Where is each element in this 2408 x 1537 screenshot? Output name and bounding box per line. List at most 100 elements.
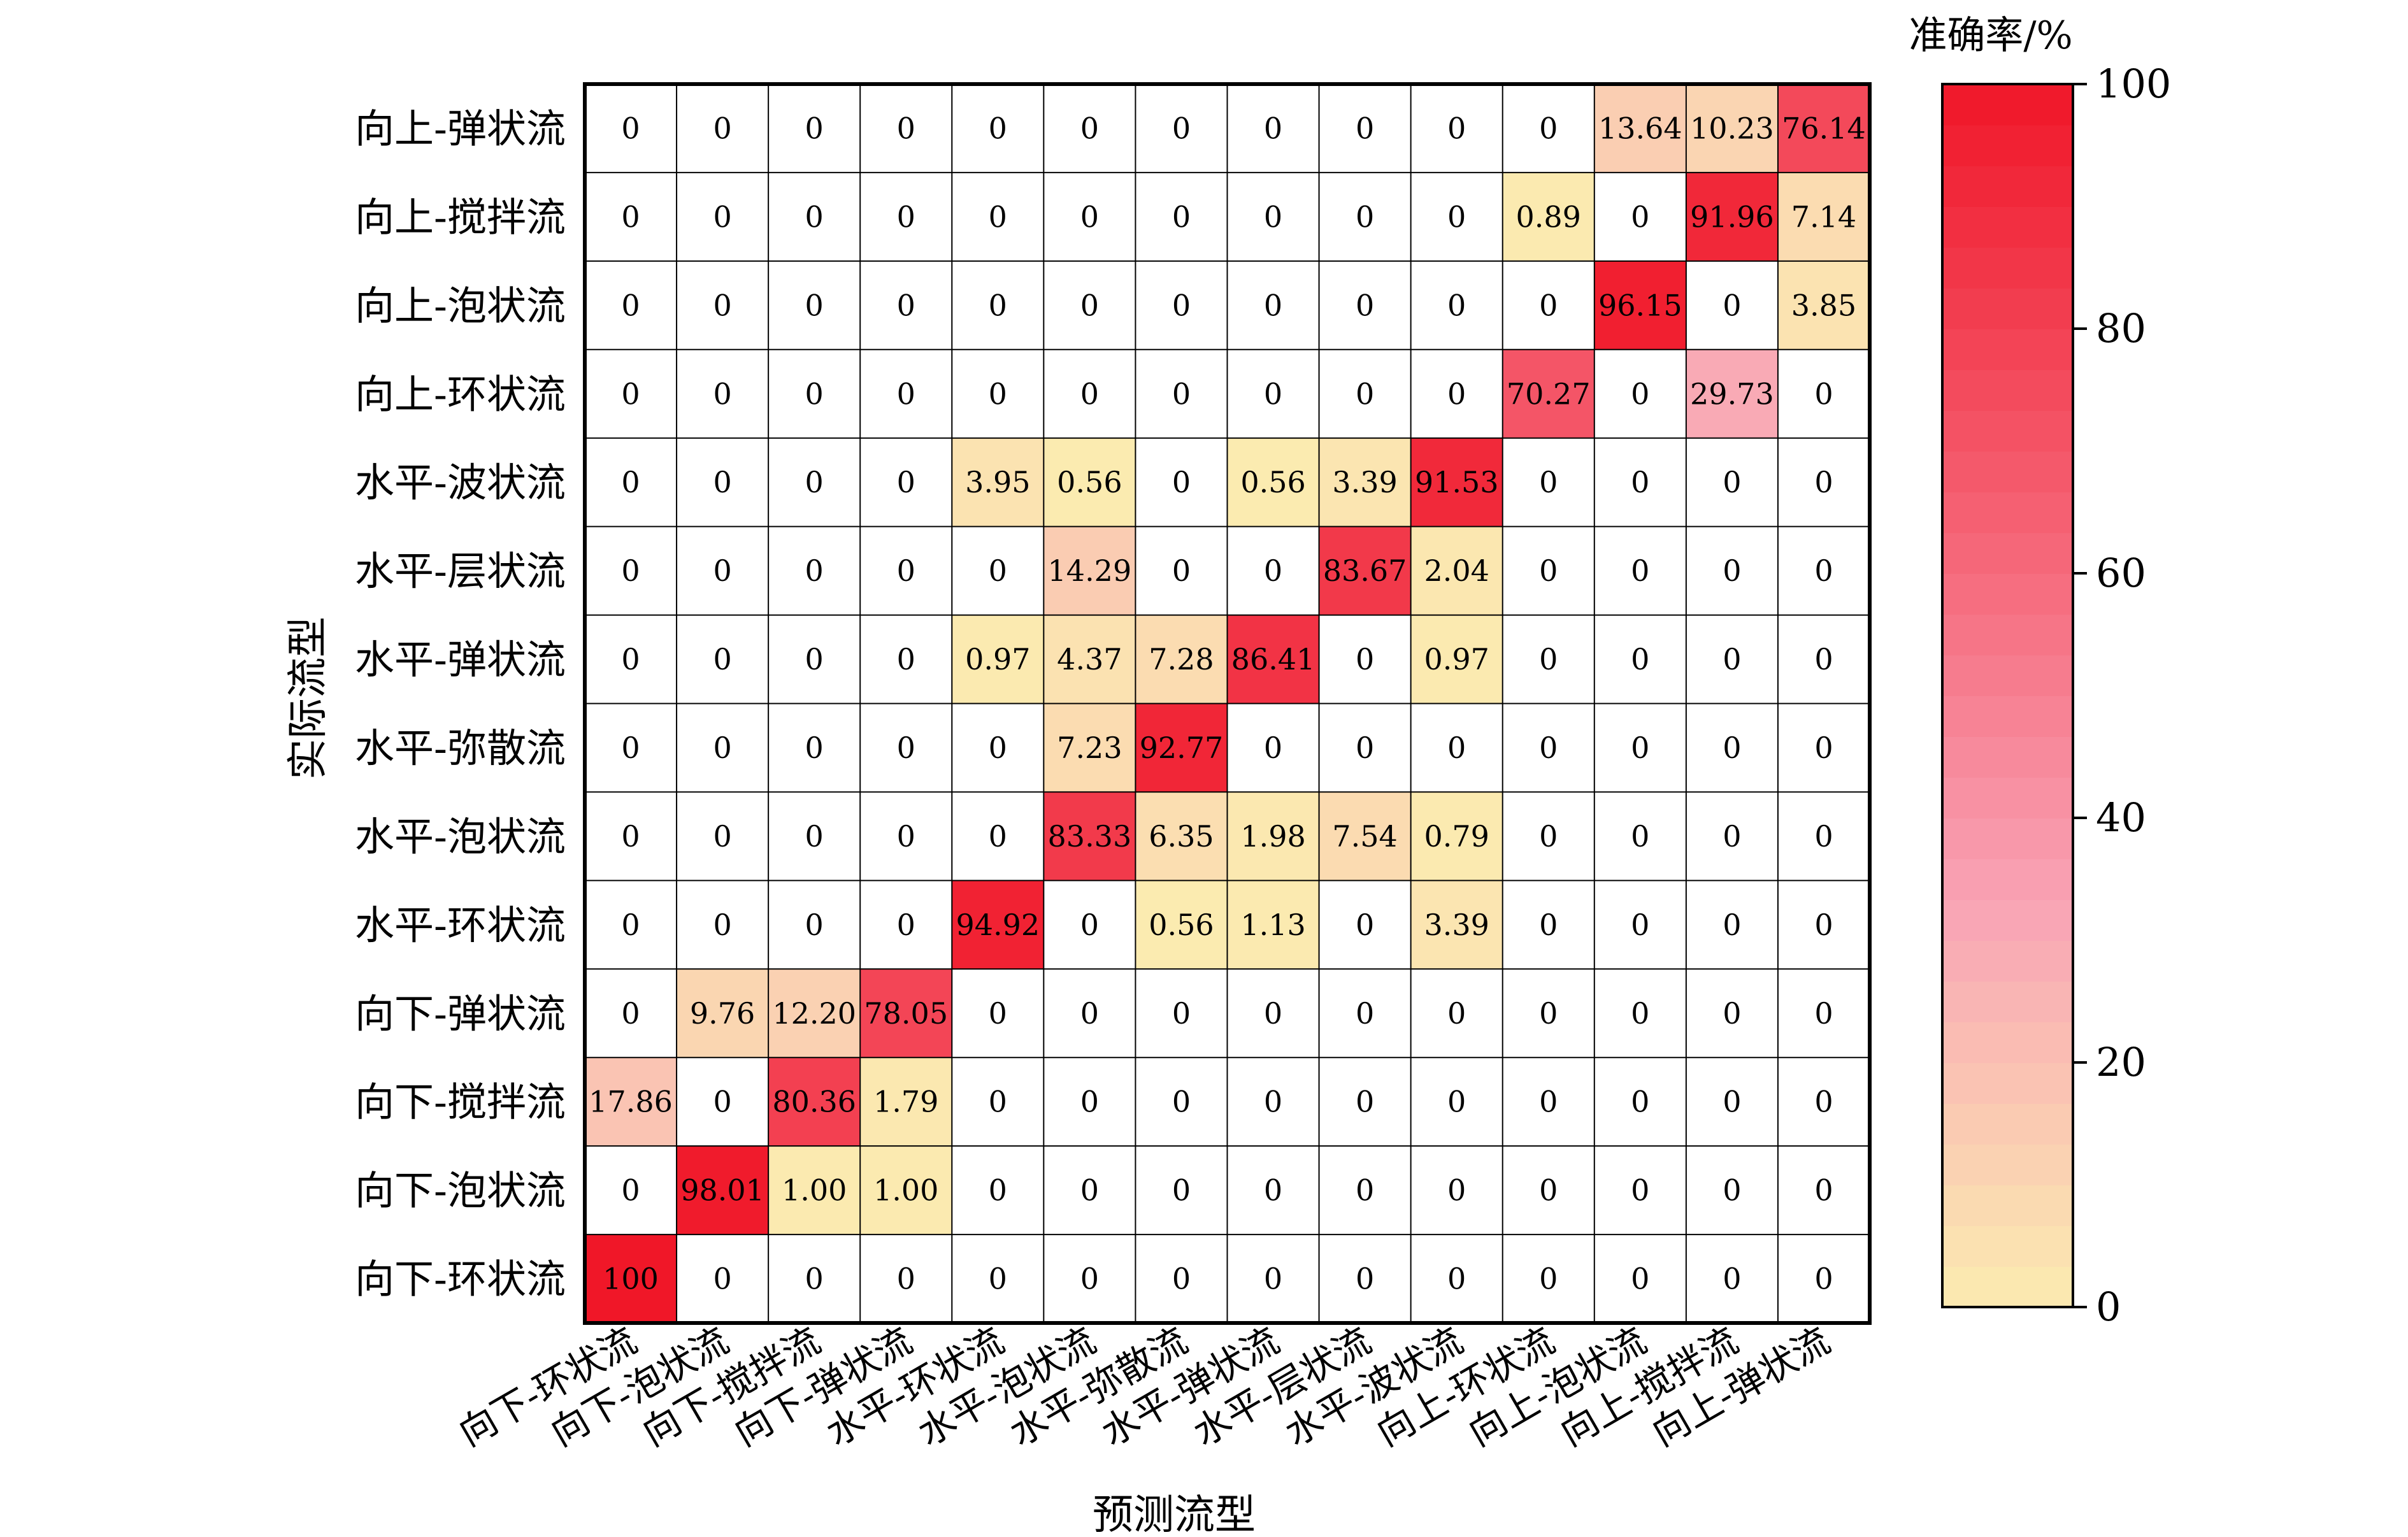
cell-value-label: 0 [1447, 199, 1466, 234]
heatmap-cell [1777, 172, 1870, 261]
heatmap-cell [952, 1146, 1044, 1235]
cell-value-label: 0 [1539, 996, 1558, 1031]
cell-value-label: 0 [1814, 996, 1833, 1031]
cell-value-label: 0 [621, 1173, 640, 1208]
heatmap-cell [1686, 703, 1778, 792]
heatmap-cell [768, 1057, 861, 1147]
heatmap-cell [1319, 172, 1411, 261]
heatmap-cell [1594, 615, 1686, 704]
heatmap-cell [1594, 349, 1686, 438]
colorbar-band [1942, 84, 2073, 125]
cell-value-label: 3.39 [1332, 465, 1397, 499]
cell-value-label: 7.28 [1149, 642, 1214, 676]
heatmap-cell [1777, 1234, 1870, 1323]
colorbar-band [1942, 1062, 2073, 1104]
heatmap-cell [1502, 438, 1595, 527]
heatmap-cell [1135, 792, 1228, 881]
colorbar-band [1942, 492, 2073, 533]
heatmap-cell [952, 172, 1044, 261]
heatmap-cell [1319, 438, 1411, 527]
cell-value-label: 0 [897, 908, 915, 942]
cell-value-label: 0 [805, 111, 824, 145]
cell-value-label: 0 [1723, 996, 1741, 1031]
heatmap-cell [1410, 84, 1503, 173]
heatmap-cell [1043, 1146, 1136, 1235]
heatmap-cell [1043, 84, 1136, 173]
cell-value-label: 0 [621, 199, 640, 234]
colorbar-ticks: 0 20 40 60 80 100 [2073, 61, 2171, 1330]
cell-value-label: 0 [1723, 554, 1741, 588]
cell-value-label: 17.86 [589, 1085, 673, 1119]
cell-value-label: 0 [713, 465, 731, 499]
heatmap-cell [1686, 969, 1778, 1058]
cell-value-label: 0 [1631, 908, 1649, 942]
heatmap-cell [1319, 261, 1411, 350]
cell-value-label: 98.01 [680, 1173, 764, 1208]
heatmap-cell [1043, 1057, 1136, 1147]
heatmap-cell [1686, 438, 1778, 527]
cell-value-label: 91.53 [1415, 465, 1499, 499]
cell-value-label: 0 [1539, 465, 1558, 499]
cell-value-label: 0 [1264, 1262, 1282, 1296]
cell-value-label: 0 [1264, 376, 1282, 411]
cell-value-label: 0 [989, 111, 1007, 145]
cell-value-label: 0 [1723, 819, 1741, 854]
heatmap-cell [1686, 880, 1778, 969]
heatmap-cell [677, 438, 769, 527]
heatmap-cell [1227, 84, 1319, 173]
cell-value-label: 0 [1723, 1262, 1741, 1296]
cell-value-label: 0 [989, 1262, 1007, 1296]
cell-value-label: 0 [1447, 1173, 1466, 1208]
cell-value-label: 0 [1172, 554, 1191, 588]
cell-value-label: 0 [713, 1085, 731, 1119]
heatmap-cell [768, 438, 861, 527]
colorbar-band [1942, 206, 2073, 248]
heatmap-cell [1686, 526, 1778, 615]
cell-value-label: 0 [1814, 1262, 1833, 1296]
heatmap-cell [1686, 1234, 1778, 1323]
cell-value-label: 0 [1356, 731, 1374, 765]
cell-value-label: 0 [1080, 1173, 1099, 1208]
cell-value-label: 0 [805, 908, 824, 942]
cell-value-label: 0 [897, 288, 915, 322]
y-axis-title: 实际流型 [285, 617, 332, 780]
heatmap-cell [1227, 969, 1319, 1058]
colorbar-band [1942, 981, 2073, 1022]
heatmap-cell [952, 349, 1044, 438]
cell-value-label: 0 [621, 376, 640, 411]
heatmap-cell [1410, 969, 1503, 1058]
heatmap-cell [1777, 261, 1870, 350]
cell-value-label: 0 [1723, 1085, 1741, 1119]
colorbar-band [1942, 696, 2073, 737]
colorbar-band [1942, 1185, 2073, 1226]
cell-value-label: 9.76 [690, 996, 755, 1031]
colorbar-tick-label: 40 [2096, 794, 2146, 841]
cell-value-label: 0 [1264, 111, 1282, 145]
cell-value-label: 0 [805, 288, 824, 322]
cell-value-label: 0 [1356, 996, 1374, 1031]
heatmap-cell [1227, 880, 1319, 969]
row-label: 向下-搅拌流 [355, 1079, 566, 1126]
heatmap-cell [1319, 1146, 1411, 1235]
heatmap-cell [952, 526, 1044, 615]
cell-value-label: 0 [1264, 1085, 1282, 1119]
heatmap-cell [1777, 438, 1870, 527]
heatmap-cell [1135, 1057, 1228, 1147]
cell-value-label: 0 [989, 819, 1007, 854]
heatmap-cell [1502, 84, 1595, 173]
heatmap-cell [768, 880, 861, 969]
cell-value-label: 0 [1723, 1173, 1741, 1208]
cell-value-label: 0 [1080, 1085, 1099, 1119]
cell-value-label: 0 [1447, 111, 1466, 145]
heatmap-grid [583, 82, 1872, 1325]
heatmap-cell [1319, 84, 1411, 173]
cell-value-label: 0 [1080, 996, 1099, 1031]
row-label: 向上-环状流 [355, 371, 566, 417]
heatmap-cell [1502, 969, 1595, 1058]
cell-value-label: 0 [1356, 199, 1374, 234]
heatmap-cell [677, 1234, 769, 1323]
colorbar-band [1942, 1144, 2073, 1185]
cell-value-label: 0 [1631, 819, 1649, 854]
cell-value-label: 0.56 [1149, 908, 1214, 942]
heatmap-cell [677, 261, 769, 350]
